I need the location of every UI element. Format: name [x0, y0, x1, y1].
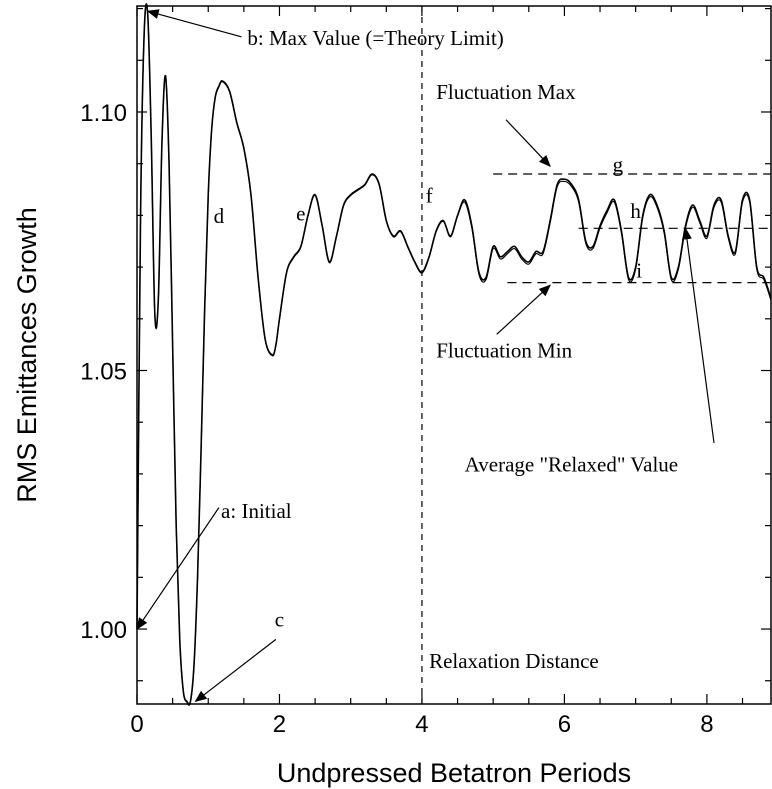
x-tick-label: 6 — [558, 711, 571, 738]
y-tick-label: 1.05 — [80, 359, 127, 386]
annotation-label: Average "Relaxed" Value — [465, 452, 678, 476]
annotation-label: Fluctuation Min — [436, 339, 572, 363]
plot-frame — [136, 5, 772, 705]
series-line — [136, 3, 772, 706]
x-axis-label: Undpressed Betatron Periods — [277, 758, 631, 788]
y-axis-label: RMS Emittances Growth — [12, 207, 42, 503]
x-tick-label: 8 — [700, 711, 713, 738]
annotations: b: Max Value (=Theory Limit) Fluctuation … — [136, 9, 715, 703]
annotation-label: Fluctuation Max — [436, 80, 576, 104]
x-tick-label: 0 — [130, 711, 143, 738]
y-tick-label: 1.00 — [80, 617, 127, 644]
series-layer — [136, 3, 772, 706]
annotation-label: Relaxation Distance — [429, 649, 599, 673]
annotation-arrow — [146, 9, 242, 38]
annotation-arrow — [194, 638, 277, 703]
annotation-label: g — [613, 152, 624, 176]
annotation-label: e — [296, 202, 305, 226]
annotation-arrow — [505, 119, 551, 168]
annotation-label: i — [636, 258, 642, 282]
annotation-label: f — [426, 183, 433, 207]
annotation-label: h — [630, 199, 641, 223]
annotation-label: a: Initial — [221, 499, 292, 523]
annotation-arrow — [496, 284, 551, 335]
x-tick-label: 4 — [415, 711, 428, 738]
reference-lines — [421, 6, 771, 704]
annotation-label: c — [275, 607, 284, 631]
axis-ticks: 0 2 4 6 8 1.00 1.05 1.10 — [80, 6, 771, 738]
annotation-label: d — [214, 204, 225, 228]
annotation-arrow — [136, 507, 220, 630]
plot-border — [136, 5, 772, 705]
x-tick-label: 2 — [273, 711, 286, 738]
annotation-arrow — [682, 227, 715, 443]
y-tick-label: 1.10 — [80, 100, 127, 127]
annotation-label: b: Max Value (=Theory Limit) — [247, 26, 503, 50]
